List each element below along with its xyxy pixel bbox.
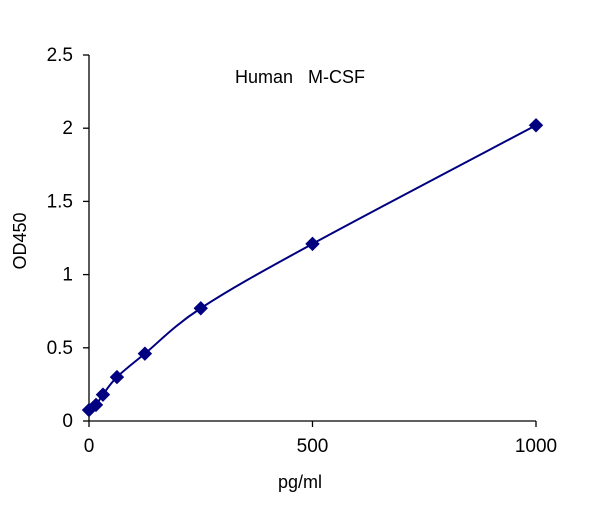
y-tick-label: 0.5 bbox=[47, 338, 73, 359]
series-layer bbox=[81, 118, 544, 418]
y-tick-label: 1 bbox=[62, 265, 73, 286]
data-point bbox=[528, 118, 544, 133]
x-axis-title: pg/ml bbox=[278, 472, 322, 492]
x-tick-label: 500 bbox=[297, 436, 329, 457]
x-tick-label: 1000 bbox=[515, 436, 557, 457]
data-point bbox=[137, 346, 153, 361]
y-tick-label: 2.5 bbox=[47, 45, 73, 66]
x-tick-label: 0 bbox=[84, 436, 95, 457]
data-point bbox=[95, 387, 111, 402]
chart-title: Human M-CSF bbox=[235, 67, 365, 87]
data-point bbox=[305, 236, 320, 252]
axes: 0 0.5 1 1.5 2 2.5 0 500 1000 bbox=[47, 45, 558, 457]
data-point bbox=[88, 397, 104, 413]
y-tick-label: 1.5 bbox=[47, 191, 73, 212]
y-tick-label: 2 bbox=[62, 118, 73, 139]
series-line bbox=[88, 124, 537, 411]
data-point bbox=[109, 369, 125, 385]
y-axis-title: OD450 bbox=[10, 212, 30, 269]
data-point bbox=[193, 301, 208, 316]
y-tick-label: 0 bbox=[62, 411, 73, 432]
